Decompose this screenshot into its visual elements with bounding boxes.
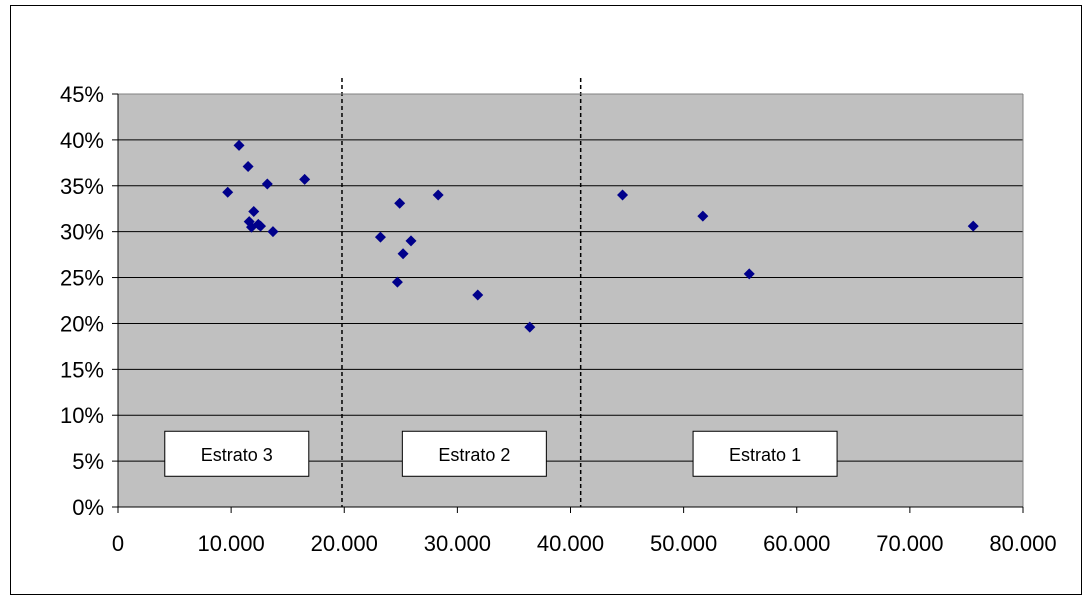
data-point bbox=[255, 220, 267, 232]
stratum-label-box bbox=[692, 430, 838, 477]
data-point bbox=[617, 189, 629, 201]
y-tick-label: 15% bbox=[60, 357, 104, 382]
data-point bbox=[394, 197, 406, 209]
y-tick-label: 0% bbox=[72, 495, 104, 520]
y-tick-label: 25% bbox=[60, 266, 104, 291]
y-tick-label: 5% bbox=[72, 449, 104, 474]
x-tick-label: 80.000 bbox=[989, 531, 1056, 556]
y-tick-label: 40% bbox=[60, 128, 104, 153]
x-tick-label: 20.000 bbox=[311, 531, 378, 556]
stratum-dividers bbox=[341, 78, 582, 507]
x-tick-label: 40.000 bbox=[537, 531, 604, 556]
axes bbox=[112, 93, 1024, 513]
data-point bbox=[261, 178, 273, 190]
data-point bbox=[267, 226, 279, 238]
data-point bbox=[432, 189, 444, 201]
stratum-label-box bbox=[401, 430, 547, 477]
y-tick-label: 35% bbox=[60, 174, 104, 199]
data-point bbox=[391, 276, 403, 288]
data-point bbox=[242, 161, 254, 173]
x-tick-labels: 0 10.000 20.000 30.000 40.000 50.000 60.000 70.… bbox=[112, 531, 1057, 556]
x-tick-label: 10.000 bbox=[197, 531, 264, 556]
data-point bbox=[524, 321, 536, 333]
y-tick-labels: 0% 5% 10% 15% 20% 25% 30% 35% 40% 45% bbox=[60, 82, 104, 520]
stratum-label: Estrato 3 bbox=[201, 445, 273, 465]
data-point bbox=[397, 248, 409, 260]
y-tick-label: 30% bbox=[60, 220, 104, 245]
x-tick-label: 50.000 bbox=[650, 531, 717, 556]
stratum-label-box bbox=[164, 430, 310, 477]
x-tick-label: 60.000 bbox=[763, 531, 830, 556]
data-point bbox=[374, 231, 386, 243]
data-point bbox=[222, 186, 234, 198]
y-tick-label: 10% bbox=[60, 403, 104, 428]
x-tick-label: 30.000 bbox=[424, 531, 491, 556]
data-point bbox=[405, 235, 417, 247]
y-tick-label: 45% bbox=[60, 82, 104, 107]
data-points bbox=[222, 139, 979, 333]
data-point bbox=[299, 173, 311, 185]
x-tick-label: 0 bbox=[112, 531, 124, 556]
stratum-label: Estrato 2 bbox=[438, 445, 510, 465]
data-point bbox=[248, 205, 260, 217]
stratum-label: Estrato 1 bbox=[729, 445, 801, 465]
stratum-labels: Estrato 3 Estrato 2 Estrato 1 bbox=[164, 430, 838, 477]
data-point bbox=[697, 210, 709, 222]
data-point bbox=[233, 139, 245, 151]
x-tick-label: 70.000 bbox=[876, 531, 943, 556]
data-point bbox=[472, 289, 484, 301]
data-point bbox=[967, 220, 979, 232]
data-point bbox=[743, 268, 755, 280]
y-tick-label: 20% bbox=[60, 311, 104, 336]
